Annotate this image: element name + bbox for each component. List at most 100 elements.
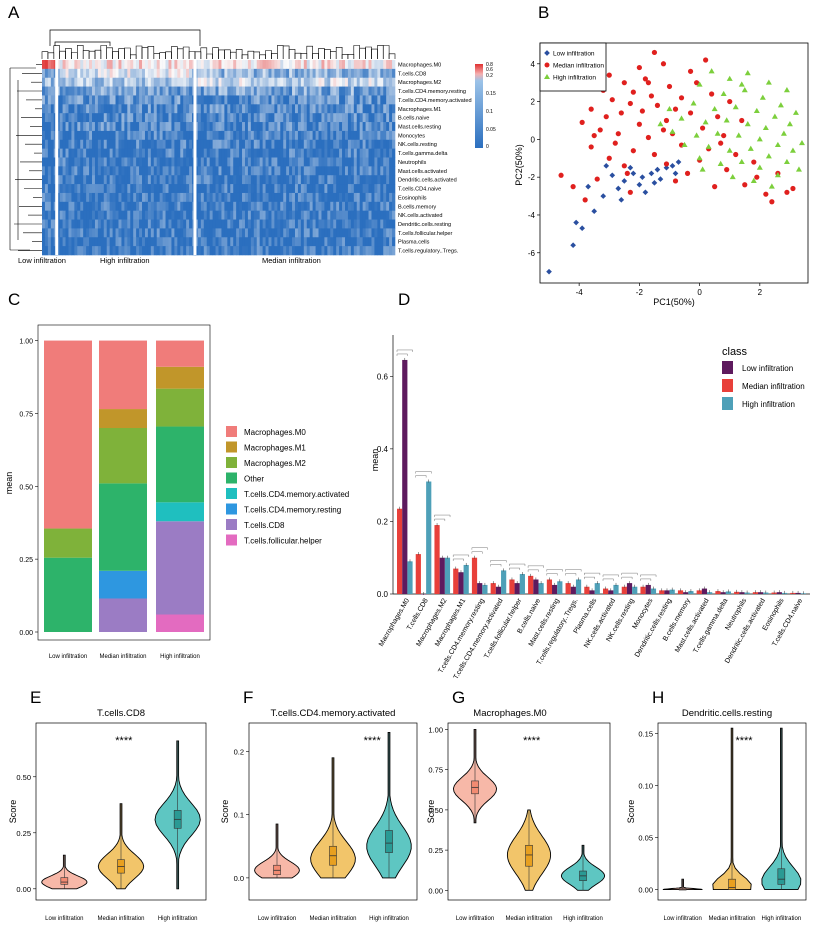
heatmap-cell xyxy=(203,68,208,79)
heatmap-cell xyxy=(383,246,387,256)
heatmap-cell xyxy=(218,175,222,185)
heatmap-cell xyxy=(92,130,96,141)
heatmap-cell xyxy=(289,60,293,70)
pca-point-median xyxy=(648,93,655,99)
heatmap-cell xyxy=(236,148,240,158)
heatmap-cell xyxy=(215,175,219,185)
heatmap-cell xyxy=(197,201,202,211)
heatmap-cell xyxy=(50,104,55,114)
heatmap-cell xyxy=(286,86,290,96)
stacked-bar-segment xyxy=(99,598,147,632)
heatmap-cell xyxy=(247,95,252,105)
heatmap-cell xyxy=(194,246,199,256)
heatmap-cell xyxy=(227,166,231,176)
heatmap-cell xyxy=(100,201,105,211)
heatmap-cell xyxy=(65,246,69,256)
heatmap-cell xyxy=(59,237,63,247)
heatmap-cell xyxy=(356,113,360,123)
heatmap-cell xyxy=(342,228,346,238)
heatmap-cell xyxy=(271,139,275,149)
heatmap-cell xyxy=(339,228,343,238)
heatmap-cell xyxy=(303,246,308,256)
heatmap-cell xyxy=(309,219,313,229)
heatmap-cell xyxy=(153,86,158,96)
heatmap-row-label: Dendritic.cells.resting xyxy=(398,222,451,228)
significance-stars: **** xyxy=(364,735,382,747)
violin-box xyxy=(60,877,69,885)
heatmap-cell xyxy=(94,130,99,141)
pca-point-high xyxy=(741,87,748,93)
pca-point-high xyxy=(750,177,757,183)
heatmap-cell xyxy=(177,68,181,79)
heatmap-cell xyxy=(183,86,187,96)
heatmap-cell xyxy=(274,148,278,158)
heatmap-cell xyxy=(336,201,340,211)
heatmap-cell xyxy=(71,157,75,167)
stacked-legend-swatch xyxy=(226,457,237,468)
heatmap-cell xyxy=(347,157,352,167)
heatmap-cell xyxy=(153,175,158,185)
pca-point-high xyxy=(726,75,733,81)
violin-y-axis-label: Score xyxy=(220,800,230,824)
stacked-bar-segment xyxy=(156,340,204,367)
heatmap-cell xyxy=(353,122,358,132)
heatmap-cell xyxy=(153,210,158,220)
heatmap-cell xyxy=(65,219,69,229)
grouped-bar xyxy=(482,584,488,594)
heatmap-cell xyxy=(203,104,208,114)
heatmap-cell xyxy=(59,95,63,105)
heatmap-cell xyxy=(227,237,231,247)
heatmap-cell xyxy=(203,192,208,203)
grouped-bar xyxy=(528,575,534,594)
heatmap-cell xyxy=(165,166,169,176)
heatmap-cell xyxy=(392,122,396,132)
heatmap-cell xyxy=(139,86,143,96)
heatmap-cell xyxy=(392,246,396,256)
heatmap-cell xyxy=(139,219,143,229)
heatmap-cell xyxy=(330,184,334,194)
heatmap-cell xyxy=(233,157,237,167)
stacked-bar-segment xyxy=(44,340,92,529)
heatmap-cell xyxy=(283,60,287,70)
heatmap-cell xyxy=(109,237,113,247)
heatmap-cell xyxy=(159,104,163,114)
heatmap-cell xyxy=(112,86,116,96)
heatmap-cell xyxy=(277,86,281,96)
heatmap-cell xyxy=(209,157,213,167)
heatmap-cell xyxy=(265,122,269,132)
heatmap-cell xyxy=(356,122,360,132)
column-dendrogram-branch xyxy=(347,54,355,59)
heatmap-cell xyxy=(227,77,231,87)
heatmap-cell xyxy=(221,122,225,132)
heatmap-cell xyxy=(142,68,146,79)
heatmap-cell xyxy=(83,60,87,70)
heatmap-cell xyxy=(100,219,105,229)
heatmap-cell xyxy=(106,192,110,203)
heatmap-cell xyxy=(380,175,384,185)
heatmap-cell xyxy=(344,219,349,229)
heatmap-cell xyxy=(109,77,113,87)
heatmap-cell xyxy=(50,130,55,141)
heatmap-cell xyxy=(309,86,313,96)
heatmap-cell xyxy=(342,201,346,211)
heatmap-row-label: Macrophages.M1 xyxy=(398,107,441,113)
heatmap-cell xyxy=(124,60,128,70)
violin-y-tick-label: 0.25 xyxy=(16,829,31,838)
heatmap-cell xyxy=(330,157,334,167)
heatmap-cell xyxy=(71,139,75,149)
heatmap-cell xyxy=(377,192,381,203)
heatmap-cell xyxy=(150,201,155,211)
heatmap-cell xyxy=(194,122,199,132)
heatmap-cell xyxy=(80,210,84,220)
pca-point-high xyxy=(696,155,703,161)
heatmap-cell xyxy=(215,130,219,141)
column-dendrogram-branch xyxy=(130,54,137,59)
heatmap-cell xyxy=(218,184,222,194)
heatmap-cell xyxy=(68,201,72,211)
stacked-bar-segment xyxy=(99,340,147,410)
heatmap-cell xyxy=(280,157,284,167)
heatmap-cell xyxy=(65,192,69,203)
heatmap-cell xyxy=(253,246,258,256)
heatmap-cell xyxy=(280,210,284,220)
pca-point-median xyxy=(663,161,670,167)
